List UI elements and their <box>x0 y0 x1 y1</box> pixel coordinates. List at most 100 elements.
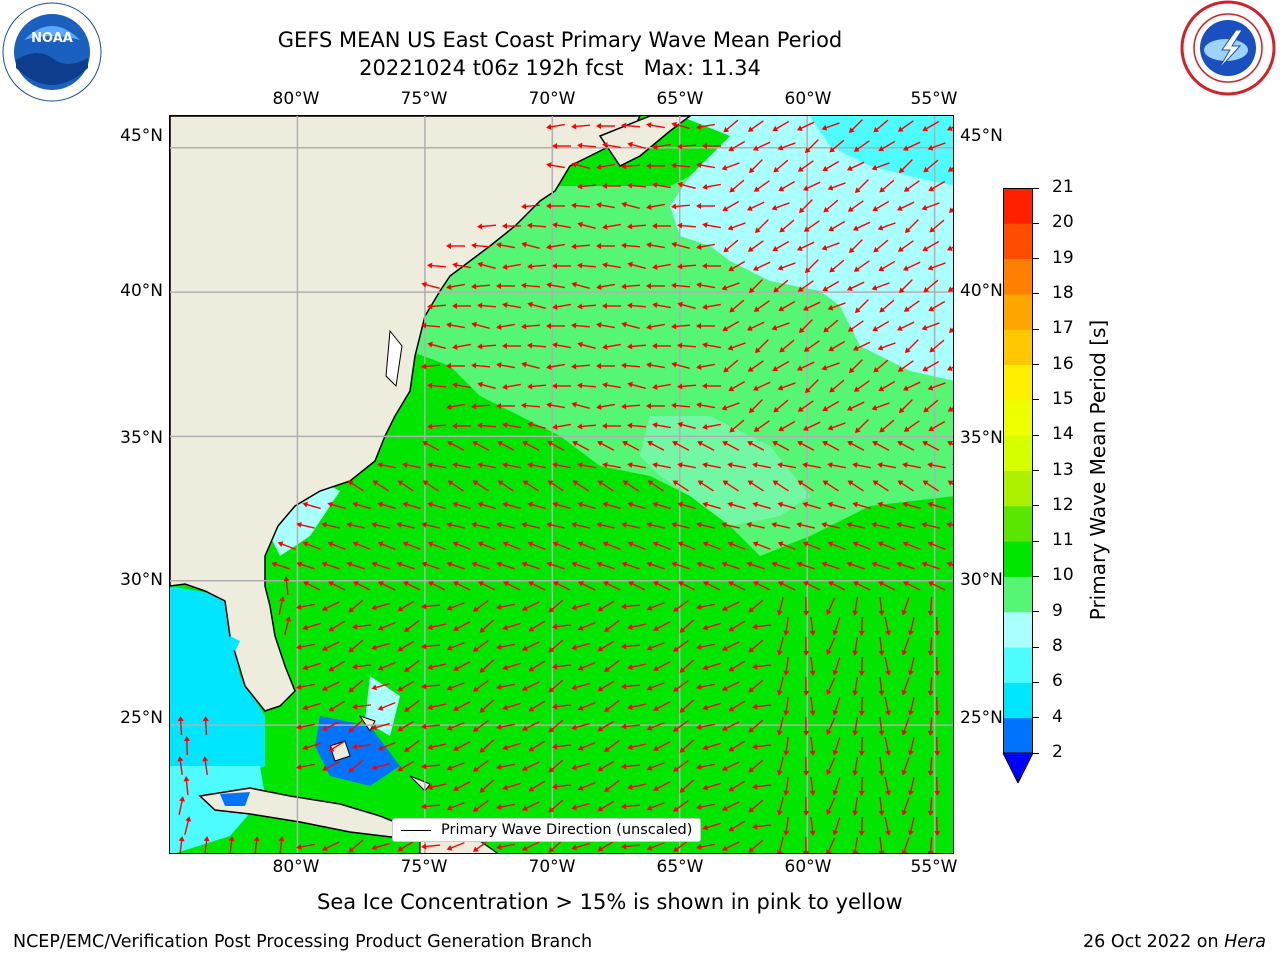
wave-arrow <box>847 320 864 332</box>
wave-arrow <box>803 836 810 853</box>
wave-arrow <box>671 323 691 330</box>
wave-arrow <box>702 303 721 310</box>
colorbar-segment <box>1003 258 1033 295</box>
wave-arrow <box>479 699 495 713</box>
wave-arrow <box>502 223 521 229</box>
wave-arrow <box>446 283 465 290</box>
colorbar-segment <box>1003 717 1033 754</box>
wave-arrow <box>871 282 890 291</box>
wave-arrow <box>502 782 521 791</box>
wave-arrow <box>877 462 896 469</box>
lat-label: 25°N <box>960 708 1003 728</box>
wave-arrow <box>747 360 764 372</box>
wave-arrow <box>826 837 836 853</box>
wave-arrow <box>377 701 396 711</box>
wave-arrow <box>553 581 571 591</box>
nws-logo <box>1178 0 1278 100</box>
wave-arrow <box>202 716 209 736</box>
wave-arrow <box>778 300 796 312</box>
map-panel[interactable] <box>169 115 954 854</box>
wave-arrow <box>522 480 539 492</box>
wave-arrow <box>477 541 496 550</box>
colorbar-segment <box>1003 611 1033 648</box>
wave-arrow <box>727 501 746 510</box>
wave-arrow <box>873 359 889 373</box>
wave-arrow <box>552 143 571 149</box>
wave-arrow <box>646 242 665 249</box>
wave-arrow <box>778 420 796 432</box>
wave-arrow <box>452 343 471 350</box>
wave-arrow <box>677 143 697 150</box>
wave-arrow <box>627 462 646 469</box>
wave-arrow <box>452 541 471 550</box>
wave-arrow <box>528 700 546 712</box>
wave-arrow <box>677 301 696 310</box>
wave-arrow <box>571 602 590 611</box>
gulf-field <box>170 586 265 776</box>
colorbar-tick-label: 14 <box>1052 424 1074 445</box>
wave-arrow <box>496 403 515 409</box>
lat-label: 30°N <box>960 570 1003 590</box>
wave-arrow <box>652 182 671 189</box>
wave-arrow <box>528 740 546 752</box>
wave-arrow <box>502 383 521 390</box>
wave-arrow <box>902 541 921 550</box>
wave-arrow <box>652 462 671 469</box>
wave-arrow <box>184 816 192 835</box>
wave-arrow <box>778 180 796 192</box>
wave-arrow <box>452 303 471 309</box>
wave-arrow <box>677 541 696 550</box>
wave-arrow <box>502 501 521 510</box>
wave-arrow <box>502 302 521 309</box>
wave-arrow <box>727 222 746 231</box>
wave-arrow <box>646 163 665 169</box>
wave-arrow <box>446 642 465 651</box>
wave-arrow <box>677 342 697 349</box>
colorbar-tick-mark <box>1033 293 1039 295</box>
colorbar-label: Primary Wave Mean Period [s] <box>1086 319 1110 621</box>
wave-arrow <box>427 663 446 670</box>
wave-arrow <box>621 561 640 570</box>
wave-arrow <box>446 243 465 249</box>
wave-arrow <box>397 600 415 612</box>
wave-arrow <box>572 480 589 492</box>
wave-arrow <box>809 656 816 676</box>
wave-arrow <box>527 301 546 310</box>
wave-arrow <box>897 360 914 372</box>
wave-arrow <box>627 663 646 670</box>
wave-arrow <box>927 836 934 853</box>
wave-arrow <box>772 441 790 451</box>
wave-arrow <box>702 263 721 269</box>
wave-arrow <box>627 783 646 790</box>
wave-arrow <box>752 703 772 710</box>
wave-arrow <box>746 561 765 570</box>
wave-arrow <box>752 743 772 750</box>
wave-arrow <box>303 581 321 591</box>
wave-arrow <box>907 697 915 716</box>
lon-label: 70°W <box>528 857 576 877</box>
wave-arrow <box>622 441 640 451</box>
wave-arrow <box>296 683 315 690</box>
wave-arrow <box>571 762 590 771</box>
wave-arrow <box>571 161 590 170</box>
wave-arrow <box>852 757 859 776</box>
wave-arrow <box>397 840 415 852</box>
wave-arrow <box>878 596 885 616</box>
wave-arrow <box>321 561 340 570</box>
wave-arrow <box>597 600 615 612</box>
wave-arrow <box>352 501 371 510</box>
wave-arrow <box>672 760 689 772</box>
wave-arrow <box>884 657 891 676</box>
wave-arrow <box>396 521 415 529</box>
wave-arrow <box>328 581 346 591</box>
wave-arrow <box>832 817 841 836</box>
wave-arrow <box>602 343 621 350</box>
wave-arrow <box>621 803 641 810</box>
wave-arrow <box>671 121 690 130</box>
wave-arrow <box>878 140 896 152</box>
wave-arrow <box>377 621 396 631</box>
wave-arrow <box>671 203 691 210</box>
wave-arrow <box>446 561 465 570</box>
wave-arrow <box>452 462 471 469</box>
wave-arrow <box>798 319 813 334</box>
